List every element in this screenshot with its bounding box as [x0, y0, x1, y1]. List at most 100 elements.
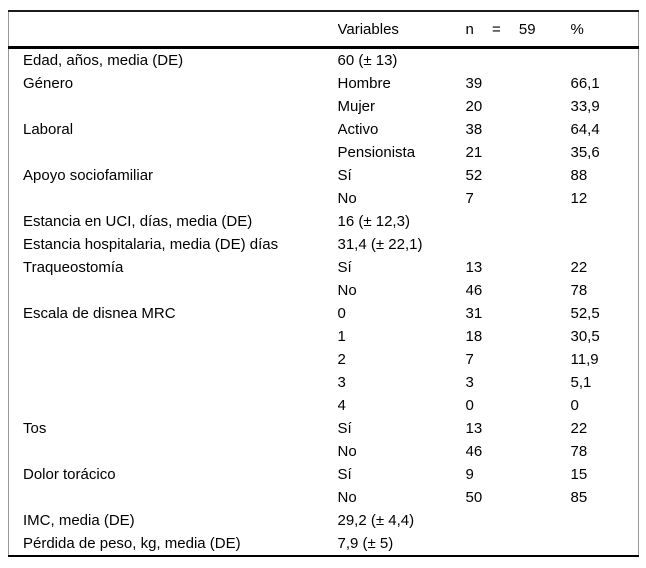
row-pct: 66,1	[570, 75, 600, 92]
row-label	[9, 486, 338, 509]
row-variable: Sí	[337, 259, 352, 276]
row-variable: 1	[337, 328, 346, 345]
row-variable: Sí	[337, 167, 352, 184]
row-variable: No	[337, 489, 357, 506]
table-row: Mujer 20 33,9	[9, 95, 639, 118]
row-variable: 29,2 (± 4,4)	[337, 512, 415, 529]
table-row: Pensionista 21 35,6	[9, 141, 639, 164]
row-n: 13	[465, 259, 483, 276]
table-row: 1 18 30,5	[9, 325, 639, 348]
row-n: 39	[465, 75, 483, 92]
header-empty-cell	[9, 11, 338, 48]
row-label: Dolor torácico	[23, 466, 116, 483]
row-n	[466, 509, 571, 532]
header-row: Variables n = 59 %	[8, 11, 639, 48]
row-variable: 7,9 (± 5)	[337, 535, 394, 552]
row-label: Apoyo sociofamiliar	[23, 167, 154, 184]
row-pct: 33,9	[570, 98, 600, 115]
row-pct: 64,4	[570, 121, 600, 138]
row-variable: 16 (± 12,3)	[337, 213, 410, 230]
row-pct: 85	[570, 489, 588, 506]
row-pct: 12	[570, 190, 588, 207]
row-label	[9, 325, 338, 348]
row-pct: 22	[570, 259, 588, 276]
table-row: Dolor torácico Sí 9 15	[9, 463, 639, 486]
row-label: Género	[23, 75, 74, 92]
row-n: 3	[465, 374, 474, 391]
row-label: Edad, años, media (DE)	[23, 52, 184, 69]
row-n: 46	[465, 443, 483, 460]
table-header: Variables n = 59 %	[8, 11, 639, 48]
table-row: Estancia en UCI, días, media (DE) 16 (± …	[9, 210, 639, 233]
row-n: 20	[465, 98, 483, 115]
table-row: No 7 12	[9, 187, 639, 210]
table-row: Pérdida de peso, kg, media (DE) 7,9 (± 5…	[9, 532, 639, 556]
table-row: No 46 78	[9, 279, 639, 302]
row-pct: 88	[570, 167, 588, 184]
row-label: IMC, media (DE)	[23, 512, 135, 529]
row-variable: 4	[337, 397, 346, 414]
row-n: 46	[465, 282, 483, 299]
row-n	[466, 233, 571, 256]
header-variables: Variables	[337, 20, 399, 38]
table-row: Tos Sí 13 22	[9, 417, 639, 440]
row-label	[9, 279, 338, 302]
row-pct	[571, 48, 639, 73]
table-body: Edad, años, media (DE) 60 (± 13) Género …	[9, 48, 639, 557]
table-row: No 46 78	[9, 440, 639, 463]
row-pct: 52,5	[570, 305, 600, 322]
row-variable: 0	[337, 305, 346, 322]
row-pct	[571, 233, 639, 256]
table-row: Género Hombre 39 66,1	[9, 72, 639, 95]
row-label	[9, 440, 338, 463]
row-label: Tos	[23, 420, 47, 437]
row-n	[466, 48, 571, 73]
row-variable: No	[337, 190, 357, 207]
row-pct	[571, 509, 639, 532]
row-label: Pérdida de peso, kg, media (DE)	[23, 535, 241, 552]
row-pct: 30,5	[570, 328, 600, 345]
row-label: Escala de disnea MRC	[23, 305, 176, 322]
row-n: 13	[465, 420, 483, 437]
row-pct: 35,6	[570, 144, 600, 161]
row-variable: Sí	[337, 466, 352, 483]
table-row: Traqueostomía Sí 13 22	[9, 256, 639, 279]
row-pct: 0	[570, 397, 579, 414]
row-label: Traqueostomía	[23, 259, 124, 276]
row-pct: 15	[570, 466, 588, 483]
row-label: Estancia en UCI, días, media (DE)	[23, 213, 253, 230]
row-pct: 11,9	[570, 351, 599, 368]
row-variable: 31,4 (± 22,1)	[337, 236, 423, 253]
table-row: 4 0 0	[9, 394, 639, 417]
row-variable: No	[337, 282, 357, 299]
row-variable: Hombre	[337, 75, 391, 92]
row-n: 18	[465, 328, 483, 345]
row-variable: Pensionista	[337, 144, 416, 161]
table-row: 2 7 11,9	[9, 348, 639, 371]
row-label	[9, 187, 338, 210]
row-n	[466, 532, 571, 556]
table-row: Escala de disnea MRC 0 31 52,5	[9, 302, 639, 325]
row-label	[9, 95, 338, 118]
row-label	[9, 371, 338, 394]
row-n: 50	[465, 489, 483, 506]
row-pct: 78	[570, 282, 588, 299]
row-label	[9, 394, 338, 417]
table-row: IMC, media (DE) 29,2 (± 4,4)	[9, 509, 639, 532]
row-pct: 78	[570, 443, 588, 460]
row-variable: Activo	[337, 121, 379, 138]
row-n: 21	[465, 144, 483, 161]
row-n	[466, 210, 571, 233]
row-variable: No	[337, 443, 357, 460]
header-percent: %	[570, 20, 584, 38]
row-variable: Mujer	[337, 98, 376, 115]
row-n: 52	[465, 167, 483, 184]
row-variable: 3	[337, 374, 346, 391]
row-pct: 22	[570, 420, 588, 437]
row-variable: Sí	[337, 420, 352, 437]
row-pct: 5,1	[570, 374, 592, 391]
row-n: 38	[465, 121, 483, 138]
row-label	[9, 141, 338, 164]
table-row: 3 3 5,1	[9, 371, 639, 394]
